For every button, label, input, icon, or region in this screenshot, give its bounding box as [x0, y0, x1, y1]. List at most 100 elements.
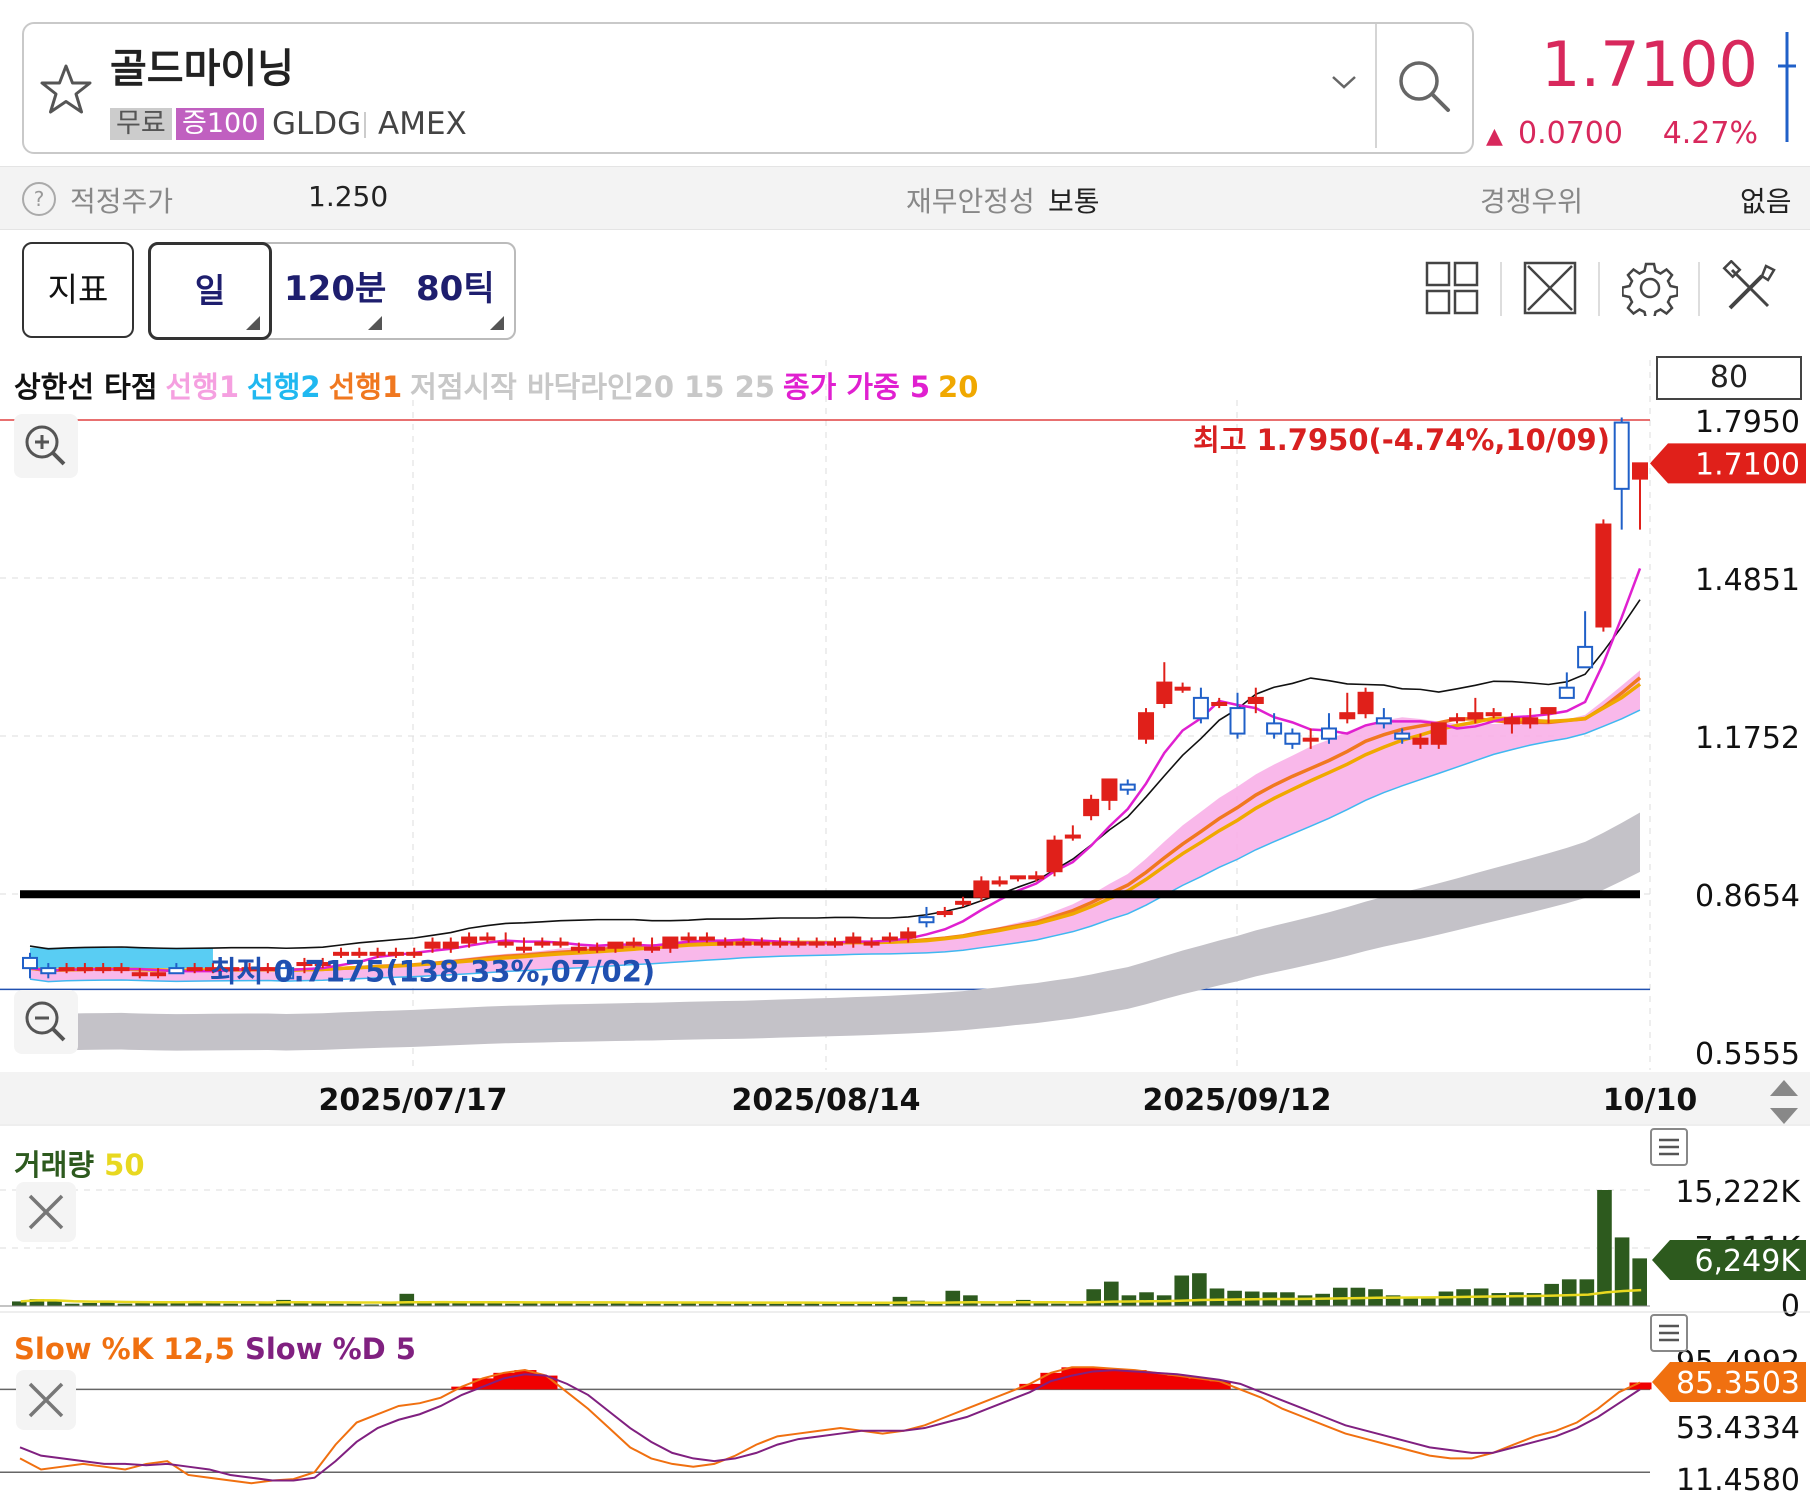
candle-body: [1284, 732, 1301, 745]
volume-bar: [1614, 1237, 1630, 1306]
volume-current-label: 6,249K: [1694, 1244, 1801, 1279]
volume-bar: [29, 1299, 45, 1306]
competitive-advantage-label: 경쟁우위: [1480, 185, 1584, 218]
menu-icon[interactable]: [1650, 1314, 1688, 1352]
candle-body: [589, 946, 606, 951]
volume-bar: [205, 1302, 221, 1306]
candle-body: [991, 880, 1008, 885]
zoom-level-box[interactable]: 80: [1656, 356, 1802, 400]
zoom-in-icon[interactable]: [14, 414, 78, 478]
up-arrow-icon: ▲: [1486, 124, 1503, 149]
candle-body: [223, 967, 240, 972]
candle-body: [827, 941, 843, 946]
candle-body: [1375, 717, 1392, 725]
candle-body: [1449, 717, 1466, 722]
close-icon[interactable]: [16, 1370, 76, 1430]
volume-bar: [1104, 1281, 1119, 1306]
slow-k-line: [19, 1366, 1641, 1485]
help-icon[interactable]: ?: [22, 182, 56, 216]
volume-bar: [698, 1303, 714, 1306]
volume-bar: [258, 1302, 274, 1306]
volume-y-tick: 15,222K: [1675, 1175, 1801, 1210]
candle-body: [552, 941, 569, 946]
volume-title: 거래량: [14, 1148, 95, 1182]
stochastic-y-tick: 53.4334: [1676, 1411, 1800, 1446]
competitive-advantage-value: 없음: [1740, 185, 1792, 218]
volume-bar: [681, 1302, 696, 1306]
y-tick-label: 1.4851: [1695, 563, 1800, 598]
volume-bar: [980, 1303, 996, 1306]
volume-bar: [1385, 1295, 1401, 1306]
current-price-tag: [1650, 443, 1806, 484]
price-change: 0.0700: [1518, 116, 1623, 151]
candle-body: [351, 951, 368, 956]
stock-name: 골드마이닝: [110, 46, 294, 92]
volume-current-tag: [1652, 1240, 1806, 1280]
zoom-out-icon[interactable]: [14, 990, 78, 1054]
x-tick-label: 2025/07/17: [319, 1083, 508, 1118]
candle-body: [680, 936, 697, 941]
candle-body: [1046, 839, 1063, 873]
corner-marker: [490, 316, 504, 330]
candle-body: [442, 941, 459, 949]
current-price: 1.7100: [1541, 28, 1758, 101]
candle-body: [808, 941, 825, 946]
tools-icon[interactable]: [1722, 260, 1778, 316]
candle-body: [1174, 686, 1191, 691]
volume-bar: [558, 1302, 573, 1306]
menu-icon[interactable]: [1650, 1128, 1688, 1166]
candle-body: [1522, 717, 1539, 725]
candle-body: [1503, 717, 1520, 725]
volume-ma-line: [20, 1288, 1642, 1304]
scroll-arrows-icon[interactable]: [1766, 1078, 1802, 1126]
candle-body: [1266, 722, 1283, 735]
candle-body: [314, 962, 331, 967]
grid-layout-icon[interactable]: [1424, 260, 1480, 316]
legend-item: 종가 가중 5: [782, 370, 931, 404]
volume-bar: [1509, 1292, 1524, 1306]
volume-bar: [1403, 1297, 1419, 1306]
candle-body: [1485, 712, 1502, 717]
legend-item: 상한선 타점: [14, 370, 158, 404]
candle-body: [1467, 712, 1484, 720]
volume-bar: [522, 1302, 538, 1306]
low-price-label: 최저 0.7175(138.33%,07/02): [210, 954, 655, 988]
candle-body: [753, 941, 770, 946]
candle-body: [1430, 722, 1447, 745]
period-80tick-button[interactable]: 80틱: [416, 269, 495, 309]
candle-body: [186, 967, 203, 972]
stochastic-current-label: 85.3503: [1676, 1366, 1800, 1401]
star-icon[interactable]: [36, 60, 96, 120]
volume-bar: [786, 1303, 802, 1306]
candle-body: [863, 941, 880, 946]
search-icon[interactable]: [1392, 54, 1456, 118]
price-chart-area[interactable]: 최고 1.7950(-4.74%,10/09) 최저 0.7175(138.33%…: [0, 348, 1810, 1505]
indicator-button[interactable]: 지표: [22, 242, 134, 338]
gear-icon[interactable]: [1622, 260, 1678, 316]
current-price-tag-label: 1.7100: [1695, 447, 1800, 482]
volume-bar: [293, 1302, 309, 1306]
ticker-symbol: GLDG: [272, 106, 362, 142]
x-tick-label: 2025/08/14: [732, 1083, 921, 1118]
volume-bar: [1192, 1273, 1207, 1306]
fullscreen-icon[interactable]: [1522, 260, 1578, 316]
volume-bar: [769, 1303, 784, 1306]
legend-item: 20: [938, 370, 979, 404]
chevron-down-icon[interactable]: [1330, 72, 1358, 92]
y-tick-label: 0.8654: [1695, 879, 1800, 914]
candle-body: [1302, 737, 1319, 742]
stochastic-legend: Slow %K 12,5 Slow %D 5: [14, 1332, 416, 1366]
period-120min-button[interactable]: 120분: [284, 269, 387, 309]
overbought-fill: [1629, 1382, 1652, 1390]
volume-bar: [135, 1302, 150, 1306]
close-icon[interactable]: [16, 1182, 76, 1242]
volume-bar: [505, 1303, 520, 1306]
stochastic-y-tick: 11.4580: [1676, 1463, 1800, 1498]
volume-bar: [47, 1300, 62, 1306]
volume-bar: [646, 1303, 661, 1306]
legend-item: 선행2: [247, 370, 321, 404]
volume-bar: [1491, 1293, 1507, 1306]
candle-body: [570, 946, 587, 951]
candle-body: [790, 941, 807, 946]
candle-body: [1156, 681, 1173, 704]
